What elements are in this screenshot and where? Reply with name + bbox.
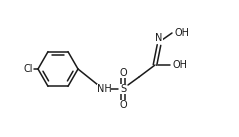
Text: Cl: Cl xyxy=(23,64,33,74)
Text: NH: NH xyxy=(97,84,111,94)
Text: OH: OH xyxy=(173,60,188,70)
Text: O: O xyxy=(119,68,127,78)
Text: N: N xyxy=(155,33,163,43)
Text: OH: OH xyxy=(175,28,190,38)
Text: S: S xyxy=(120,84,126,94)
Text: O: O xyxy=(119,100,127,110)
